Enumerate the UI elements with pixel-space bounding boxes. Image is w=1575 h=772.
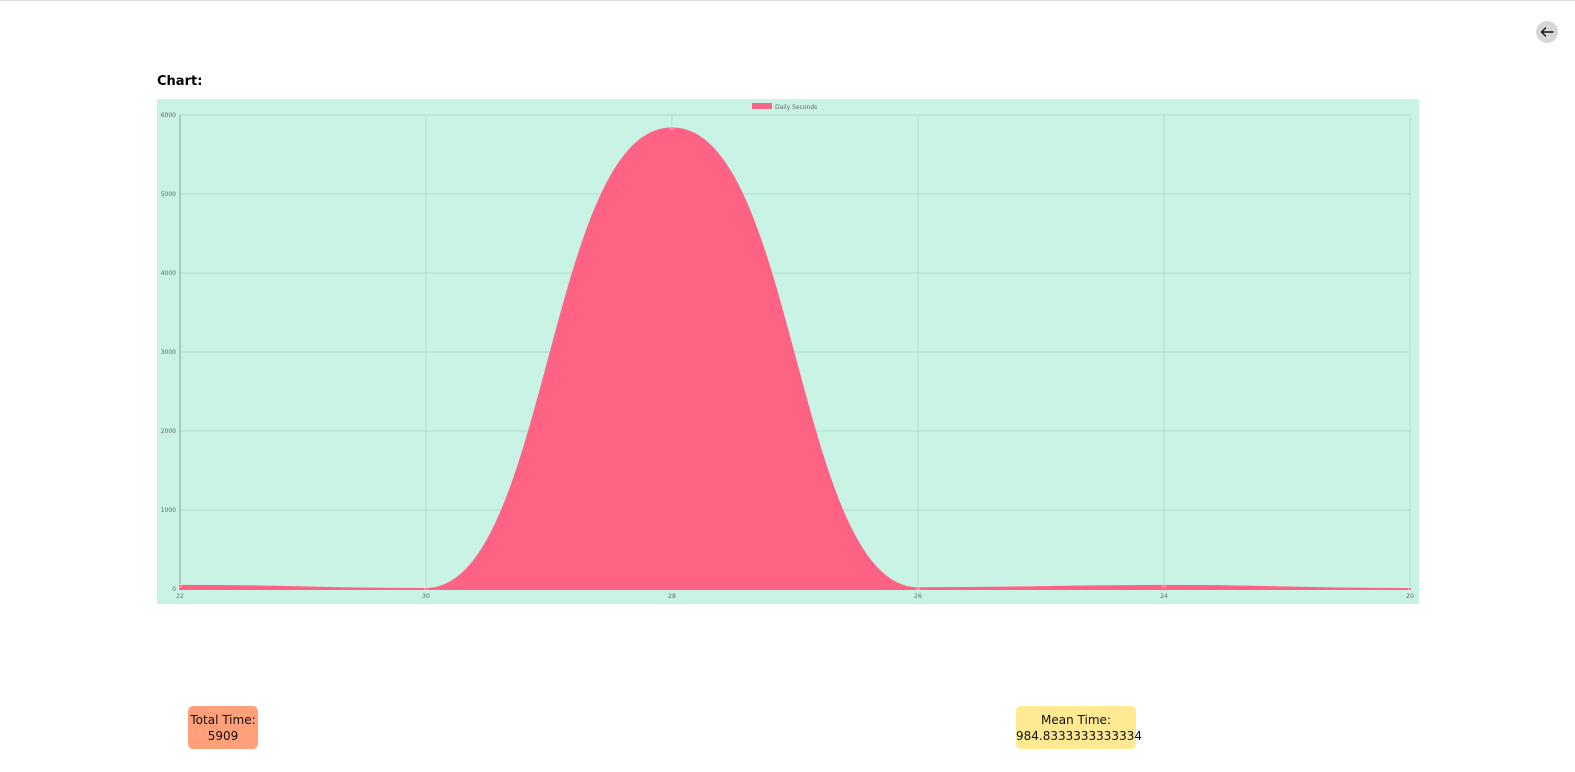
total-time-badge: Total Time: 5909 <box>188 706 258 749</box>
x-tick-label: 28 <box>668 593 676 600</box>
data-point <box>1408 587 1412 591</box>
mean-time-label: Mean Time: <box>1041 713 1111 727</box>
x-tick-label: 22 <box>176 593 184 600</box>
mean-time-badge: Mean Time: 984.8333333333334 <box>1016 706 1142 749</box>
x-tick-label: 24 <box>1160 593 1168 600</box>
top-divider <box>0 0 1575 1</box>
data-point <box>178 584 182 588</box>
legend-swatch <box>752 103 772 109</box>
mean-time-value: 984.8333333333334 <box>1016 729 1142 743</box>
data-point <box>916 586 920 590</box>
data-point <box>670 126 674 131</box>
y-tick-label: 4000 <box>161 270 176 277</box>
legend-label: Daily Seconds <box>775 104 817 111</box>
y-tick-label: 3000 <box>161 349 176 356</box>
y-tick-label: 6000 <box>161 112 176 119</box>
x-tick-label: 26 <box>914 593 922 600</box>
series-area <box>179 127 1411 591</box>
arrow-left-icon <box>1540 27 1554 37</box>
y-tick-label: 1000 <box>161 507 176 514</box>
back-button[interactable] <box>1536 21 1558 43</box>
y-tick-label: 0 <box>172 586 176 593</box>
data-point <box>1162 584 1166 588</box>
chart-heading: Chart: <box>157 74 203 89</box>
total-time-value: 5909 <box>207 729 239 743</box>
x-tick-label: 20 <box>1406 593 1414 600</box>
y-tick-label: 2000 <box>161 428 176 435</box>
total-time-label: Total Time: <box>190 713 256 727</box>
y-tick-label: 5000 <box>161 191 176 198</box>
data-point <box>424 587 428 591</box>
chart-panel: 0 1000 2000 3000 4000 5000 6000 22 30 28 26 24 20 Dai… <box>157 99 1419 604</box>
x-tick-label: 30 <box>422 593 430 600</box>
area-chart: 0 1000 2000 3000 4000 5000 6000 22 30 28 26 24 20 Dai… <box>161 103 1414 600</box>
